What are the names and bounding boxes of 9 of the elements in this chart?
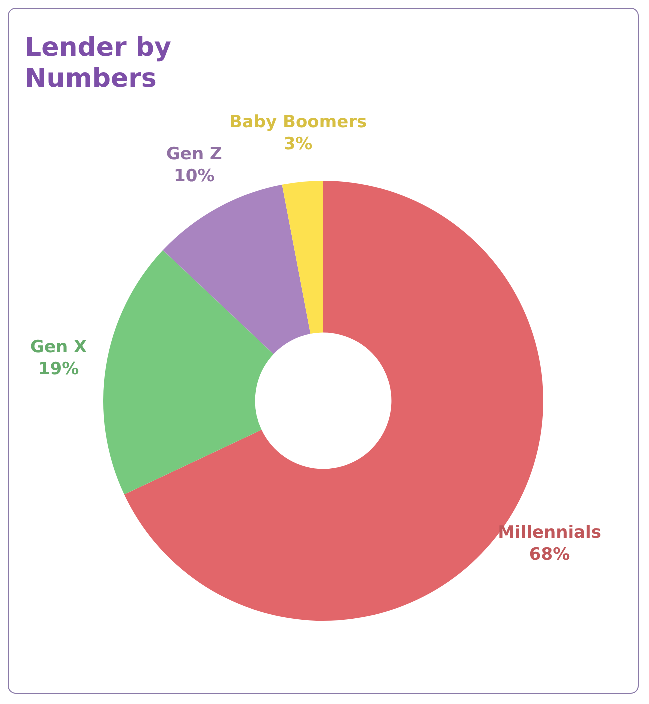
data-label: 19% [38, 359, 80, 380]
chart-title: Lender by Numbers [25, 33, 172, 95]
slice-label: Gen Z [166, 144, 222, 165]
data-label: 3% [284, 134, 313, 155]
slice-label: Millennials [498, 523, 602, 544]
slice-label: Baby Boomers [229, 112, 368, 133]
data-label: 10% [174, 166, 215, 187]
data-label: 68% [529, 545, 570, 566]
slice-label: Gen X [30, 337, 88, 358]
